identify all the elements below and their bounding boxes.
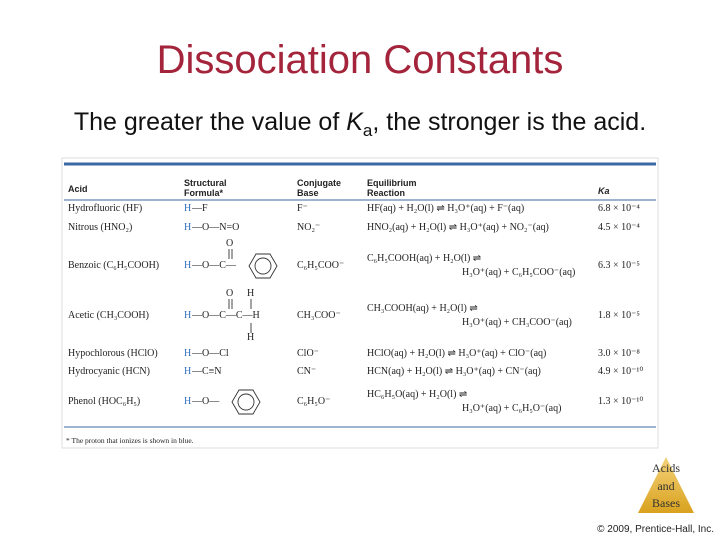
header: Acid (68, 184, 88, 194)
reaction: HClO(aq) + H₂O(l) ⇌ H₃O⁺(aq) + ClO⁻(aq) (367, 348, 547, 359)
structure-drawings (228, 249, 278, 415)
footnote: * The proton that ionizes is shown in bl… (66, 436, 194, 445)
badge-text: and (657, 479, 675, 493)
ionizable-proton: H (184, 396, 192, 407)
structural-formula: —O—Cl (192, 348, 229, 359)
triangle (638, 457, 694, 513)
ka-value: 6.3 × 10⁻⁵ (598, 260, 640, 271)
header: Conjugate (297, 178, 341, 188)
ionizable-proton: H (184, 310, 192, 321)
acid-name: Benzoic (C₆H₅COOH) (68, 260, 160, 271)
acid-name: Nitrous (HNO₂) (68, 222, 133, 233)
structure-atom: H (247, 288, 255, 299)
ionizable-proton: H (184, 348, 192, 359)
structural-formula: —O—C— (192, 260, 236, 271)
ka-value: 1.3 × 10⁻¹⁰ (598, 396, 644, 407)
acid-name: Hydrofluoric (HF) (68, 203, 143, 214)
structural-formula: —F (192, 203, 208, 214)
copyright: © 2009, Prentice-Hall, Inc. (597, 524, 714, 535)
conjugate-base: CH₃COO⁻ (297, 310, 341, 321)
conjugate-base: F⁻ (297, 203, 308, 214)
structure-atom: H (247, 332, 255, 343)
ka-value: 6.8 × 10⁻⁴ (598, 203, 640, 214)
reaction: H₃O⁺(aq) + C₆H₅O⁻(aq) (462, 403, 562, 414)
header: Formula* (184, 188, 224, 198)
ka-value: 3.0 × 10⁻⁸ (598, 348, 640, 359)
ka-value: 4.9 × 10⁻¹⁰ (598, 366, 644, 377)
conjugate-base: NO₂⁻ (297, 222, 321, 233)
ionizable-proton: H (184, 366, 192, 377)
acid-name: Phenol (HOC₆H₅) (68, 396, 141, 407)
conjugate-base: CN⁻ (297, 366, 317, 377)
ionizable-proton: H (184, 222, 192, 233)
title: Dissociation Constants (156, 38, 564, 82)
structure-atom: O (226, 238, 234, 249)
ring-circle (237, 393, 255, 411)
reaction: CH₃COOH(aq) + H₂O(l) ⇌ (367, 303, 478, 314)
benzene-ring (248, 253, 278, 279)
reaction: H₃O⁺(aq) + CH₃COO⁻(aq) (462, 317, 572, 328)
header: Structural (184, 178, 227, 188)
structural-formula: —O— (192, 396, 220, 407)
structural-formula: —C≡N (192, 366, 222, 377)
header: Equilibrium (367, 178, 417, 188)
reaction: H₃O⁺(aq) + C₆H₅COO⁻(aq) (462, 267, 576, 278)
subtitle-text: , the stronger is the acid. (372, 108, 647, 136)
structure-atom: O (226, 288, 234, 299)
conjugate-base: C₆H₅COO⁻ (297, 260, 345, 271)
benzene-ring (231, 389, 261, 415)
header: Base (297, 188, 319, 198)
ka-value: 1.8 × 10⁻⁵ (598, 310, 640, 321)
badge-icon (638, 457, 694, 513)
ka-subscript: a (362, 121, 373, 140)
subtitle-text: The greater the value of (73, 108, 347, 136)
ka-value: 4.5 × 10⁻⁴ (598, 222, 640, 233)
table-frame (61, 157, 659, 449)
acid-name: Acetic (CH₃COOH) (68, 310, 149, 321)
ring-circle (254, 257, 272, 275)
structural-formula: —O—C—C—H (192, 310, 260, 321)
conjugate-base: ClO⁻ (297, 348, 319, 359)
acid-name: Hydrocyanic (HCN) (68, 366, 150, 377)
reaction: HCN(aq) + H₂O(l) ⇌ H₃O⁺(aq) + CN⁻(aq) (367, 366, 541, 377)
reaction: HC₆H₅O(aq) + H₂O(l) ⇌ (367, 389, 468, 400)
acid-name: Hypochlorous (HClO) (68, 348, 158, 359)
conjugate-base: C₆H₅O⁻ (297, 396, 331, 407)
badge-text: Bases (652, 496, 680, 510)
badge-text: Acids (652, 461, 680, 475)
header: Ka (598, 186, 610, 196)
reaction: HF(aq) + H₂O(l) ⇌ H₃O⁺(aq) + F⁻(aq) (367, 203, 525, 214)
reaction: C₆H₅COOH(aq) + H₂O(l) ⇌ (367, 253, 482, 264)
ka-symbol: K (346, 108, 363, 136)
header: Reaction (367, 188, 406, 198)
ionizable-proton: H (184, 260, 192, 271)
ionizable-proton: H (184, 203, 192, 214)
structural-formula: —O—N=O (192, 222, 240, 233)
subtitle: The greater the value of Ka, the stronge… (0, 108, 720, 141)
reaction: HNO₂(aq) + H₂O(l) ⇌ H₃O⁺(aq) + NO₂⁻(aq) (367, 222, 549, 233)
